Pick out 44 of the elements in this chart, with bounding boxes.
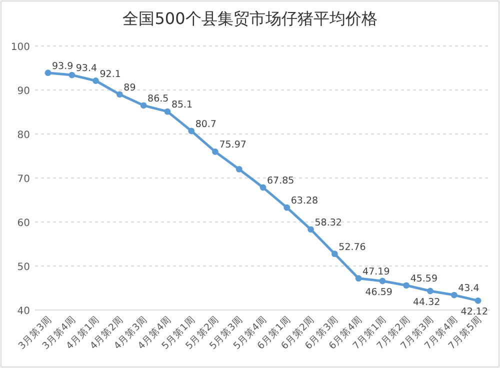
point bbox=[474, 297, 482, 304]
point bbox=[284, 204, 290, 211]
point bbox=[212, 148, 218, 155]
point bbox=[68, 72, 76, 78]
point bbox=[116, 91, 123, 98]
point bbox=[164, 108, 171, 115]
point bbox=[355, 275, 362, 282]
point bbox=[260, 184, 266, 191]
data-label: 44.32 bbox=[413, 296, 440, 308]
point bbox=[379, 278, 386, 284]
data-label: 47.19 bbox=[362, 266, 390, 278]
point bbox=[44, 70, 52, 76]
data-label: 63.28 bbox=[290, 196, 318, 207]
point bbox=[450, 292, 458, 298]
data-label: 86.5 bbox=[148, 93, 169, 104]
data-label: 92.1 bbox=[100, 68, 121, 80]
y-tick-label: 80 bbox=[17, 130, 30, 141]
point bbox=[331, 250, 338, 258]
point bbox=[403, 282, 410, 289]
data-label: 80.7 bbox=[195, 118, 216, 130]
point bbox=[308, 226, 314, 233]
y-tick-label: 60 bbox=[17, 218, 30, 229]
data-label: 93.9 bbox=[52, 60, 74, 72]
data-label: 89 bbox=[124, 82, 136, 94]
y-tick-label: 90 bbox=[17, 86, 30, 97]
data-label: 93.4 bbox=[76, 63, 98, 74]
chart-title: 全国500个县集贸市场仔猪平均价格 bbox=[122, 9, 378, 28]
data-label: 85.1 bbox=[171, 100, 193, 111]
point bbox=[188, 128, 195, 134]
y-tick-label: 70 bbox=[17, 174, 30, 185]
data-label: 75.97 bbox=[219, 140, 246, 151]
data-label: 43.4 bbox=[458, 283, 480, 294]
data-label: 45.59 bbox=[410, 273, 438, 284]
y-tick-label: 50 bbox=[17, 262, 30, 273]
point bbox=[427, 288, 434, 294]
point bbox=[140, 102, 147, 109]
point bbox=[236, 166, 242, 172]
data-label: 46.59 bbox=[365, 287, 392, 298]
data-label: 67.85 bbox=[267, 175, 294, 186]
data-label: 58.32 bbox=[314, 217, 342, 228]
y-tick-label: 40 bbox=[17, 306, 30, 317]
data-label: 52.76 bbox=[338, 242, 366, 253]
point bbox=[92, 78, 99, 84]
y-tick-label: 100 bbox=[10, 42, 30, 53]
